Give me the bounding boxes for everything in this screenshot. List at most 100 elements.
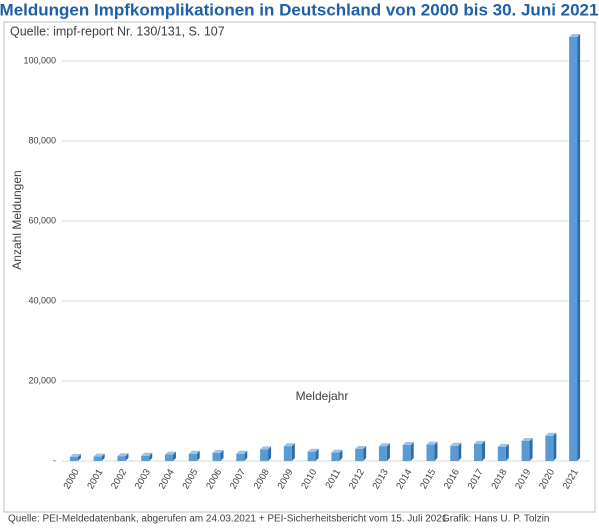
bar-top <box>331 449 343 453</box>
bar-side <box>529 438 533 461</box>
bar-side <box>101 453 105 461</box>
bar <box>331 452 340 461</box>
bar-top <box>93 453 105 457</box>
bar-top <box>260 446 272 450</box>
bar-top <box>569 34 581 37</box>
bar-top <box>474 440 486 444</box>
bar <box>188 453 197 461</box>
x-tick-label: 2021 <box>561 467 581 491</box>
x-tick-label: 2016 <box>442 467 462 491</box>
x-tick-label: 2001 <box>85 467 105 491</box>
y-tick-label: 40,000 <box>28 295 56 305</box>
bar <box>164 454 173 461</box>
bar <box>426 444 435 461</box>
bar-top <box>164 451 176 455</box>
x-tick-label: 2020 <box>537 467 557 491</box>
bar-side <box>339 449 343 461</box>
bar-side <box>196 450 200 461</box>
bar-side <box>577 34 581 461</box>
bar-side <box>363 446 367 461</box>
bar <box>402 445 411 461</box>
x-tick-label: 2017 <box>466 467 486 491</box>
bar-side <box>505 444 509 461</box>
bar-side <box>125 453 129 461</box>
y-tick-label: - <box>53 455 56 465</box>
chart-frame <box>3 21 596 513</box>
bar-top <box>545 432 557 436</box>
bar-side <box>149 452 153 461</box>
chart-subtitle: Quelle: impf-report Nr. 130/131, S. 107 <box>10 24 225 38</box>
y-tick-label: 80,000 <box>28 135 56 145</box>
bar-top <box>69 454 81 457</box>
bar-top <box>188 450 200 454</box>
bar-side <box>77 454 81 461</box>
x-tick-label: 2003 <box>133 467 153 491</box>
bar <box>355 449 364 461</box>
bar <box>497 447 506 461</box>
bar-top <box>141 452 153 456</box>
bar-side <box>268 446 272 461</box>
y-tick-label: 60,000 <box>28 215 56 225</box>
bar-top <box>450 442 462 446</box>
bar <box>378 446 387 461</box>
bar <box>569 37 578 461</box>
bar-side <box>410 442 414 461</box>
x-tick-label: 2019 <box>513 467 533 491</box>
x-tick-label: 2006 <box>204 467 224 491</box>
bar <box>69 457 78 461</box>
x-tick-label: 2010 <box>299 467 319 491</box>
x-axis-label: Meldejahr <box>296 389 349 403</box>
bar-side <box>220 450 224 461</box>
credit-note: Grafik: Hans U. P. Tolzin <box>442 514 549 525</box>
bar <box>236 453 245 461</box>
bar-side <box>458 442 462 461</box>
bar-side <box>244 450 248 461</box>
bar <box>474 443 483 461</box>
bar-top <box>307 448 319 452</box>
bar-side <box>291 443 295 461</box>
y-tick-label: 20,000 <box>28 375 56 385</box>
x-tick-label: 2011 <box>323 467 343 490</box>
source-note: Quelle: PEI-Meldedatenbank, abgerufen am… <box>8 514 448 525</box>
bar-top <box>236 450 248 454</box>
bar-side <box>386 443 390 461</box>
bar-top <box>212 450 224 453</box>
bar-top <box>521 438 533 441</box>
x-tick-label: 2007 <box>228 467 248 491</box>
bar <box>545 435 554 461</box>
x-tick-label: 2000 <box>62 467 82 491</box>
bar <box>260 449 269 461</box>
bar <box>93 456 102 461</box>
x-tick-label: 2015 <box>418 467 438 491</box>
bar <box>283 446 292 461</box>
bar-side <box>434 441 438 461</box>
bar <box>307 451 316 461</box>
x-tick-label: 2008 <box>252 467 272 491</box>
x-tick-label: 2005 <box>180 467 200 491</box>
bar-top <box>402 442 414 445</box>
y-tick-label: 100,000 <box>23 55 56 65</box>
bar <box>141 455 150 461</box>
x-tick-label: 2018 <box>489 467 509 491</box>
bar <box>521 441 530 461</box>
chart-title: Meldungen Impfkomplikationen in Deutschl… <box>0 0 598 19</box>
bar <box>450 445 459 461</box>
x-tick-label: 2004 <box>157 467 177 491</box>
bar-top <box>117 453 129 457</box>
bar-top <box>355 446 367 449</box>
bar-top <box>378 443 390 447</box>
bar-side <box>172 451 176 461</box>
x-tick-label: 2002 <box>109 467 129 491</box>
bar <box>212 453 221 461</box>
x-tick-label: 2009 <box>276 467 296 491</box>
bar-side <box>553 432 557 461</box>
x-tick-label: 2013 <box>371 467 391 491</box>
bar-side <box>315 448 319 461</box>
x-tick-label: 2012 <box>347 467 367 491</box>
bar-top <box>426 441 438 445</box>
bar <box>117 456 126 461</box>
x-tick-label: 2014 <box>394 467 414 491</box>
bar-top <box>283 443 295 447</box>
y-axis-label: Anzahl Meldungen <box>10 170 24 269</box>
